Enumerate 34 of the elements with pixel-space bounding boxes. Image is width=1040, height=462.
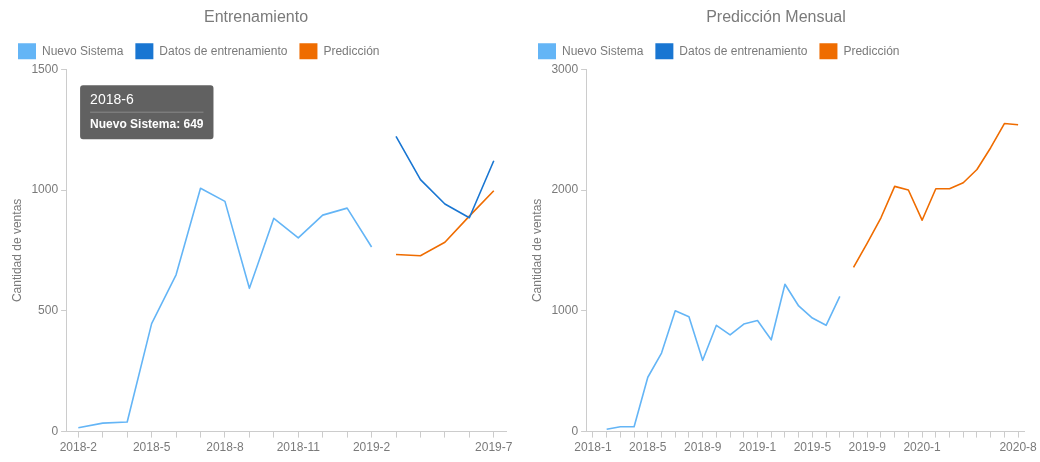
legend-label: Datos de entrenamiento bbox=[159, 43, 288, 58]
y-tick-label: 500 bbox=[38, 303, 59, 318]
y-tick-label: 1000 bbox=[31, 182, 59, 197]
y-tick-label: 1000 bbox=[551, 303, 579, 318]
chart-title: Entrenamiento bbox=[203, 8, 309, 26]
x-tick-label: 2020-1 bbox=[903, 440, 942, 455]
x-tick-label: 2019-9 bbox=[848, 440, 887, 455]
x-tick-label: 2018-1 bbox=[574, 440, 612, 455]
x-tick-label: 2018-5 bbox=[132, 440, 171, 455]
annotation: Nuevo Sistema: 649 bbox=[90, 116, 204, 131]
x-tick-label: 2018-5 bbox=[629, 440, 667, 455]
chart-title: Predicción Mensual bbox=[706, 8, 846, 26]
legend-label: Datos de entrenamiento bbox=[679, 43, 808, 58]
legend-label: Nuevo Sistema bbox=[42, 43, 124, 58]
x-tick-label: 2019-2 bbox=[352, 440, 391, 455]
y-tick-label: 3000 bbox=[551, 61, 579, 76]
legend-label: Nuevo Sistema bbox=[562, 43, 644, 58]
y-tick-label: 2000 bbox=[551, 182, 579, 197]
x-tick-label: 2020-8 bbox=[999, 440, 1038, 455]
annotation: 2018-6 bbox=[90, 91, 134, 108]
y-axis-title: Cantidad de ventas bbox=[529, 198, 544, 303]
x-tick-label: 2019-5 bbox=[793, 440, 832, 455]
x-tick-label: 2019-1 bbox=[738, 440, 777, 455]
x-tick-label: 2018-2 bbox=[59, 440, 98, 455]
x-tick-label: 2018-9 bbox=[683, 440, 722, 455]
x-tick-label: 2019-7 bbox=[475, 440, 513, 455]
y-tick-label: 0 bbox=[51, 423, 59, 438]
x-tick-label: 2018-8 bbox=[206, 440, 244, 455]
legend-label: Predicción bbox=[323, 43, 380, 58]
y-tick-label: 0 bbox=[571, 423, 579, 438]
legend-label: Predicción bbox=[843, 43, 900, 58]
y-axis-title: Cantidad de ventas bbox=[9, 198, 24, 303]
y-tick-label: 1500 bbox=[31, 61, 59, 76]
x-tick-label: 2018-11 bbox=[276, 440, 321, 455]
